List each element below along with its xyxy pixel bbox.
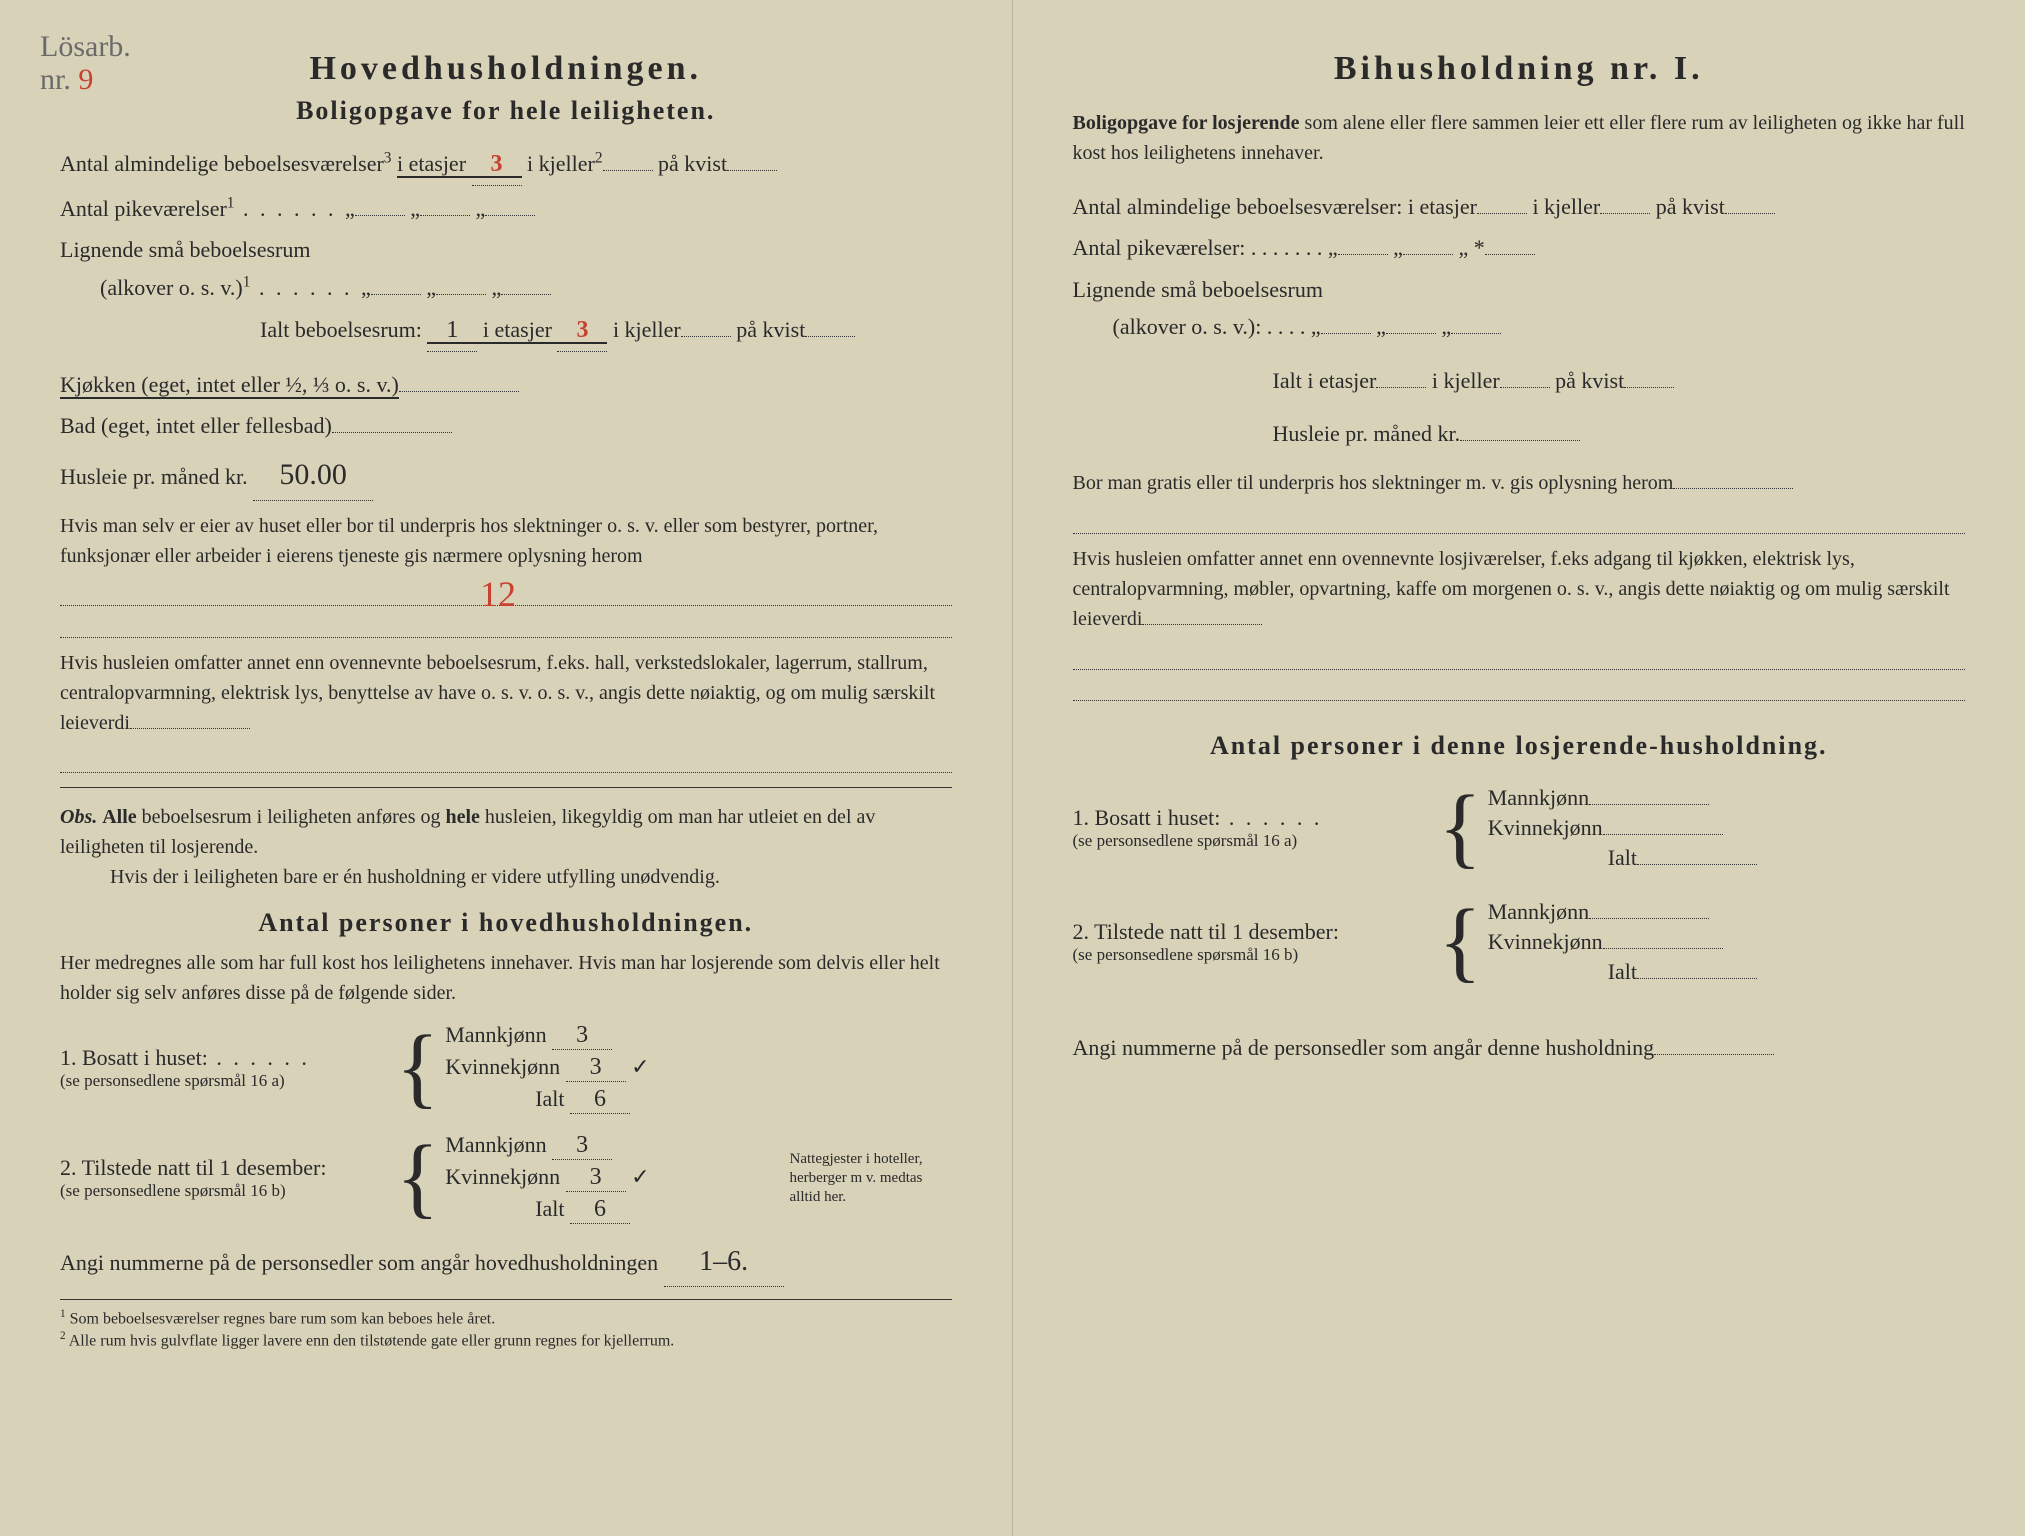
q2-sidenote: Nattegjester i hoteller, herberger m v. … [782, 1150, 952, 1206]
r-q2: 2. Tilstede natt til 1 desember: (se per… [1073, 895, 1966, 989]
right-page: Bihusholdning nr. I. Boligopgave for los… [1013, 0, 2025, 1536]
r-angi: Angi nummerne på de personsedler som ang… [1073, 1029, 1966, 1066]
kjokken-line: Kjøkken (eget, intet eller ½, ⅓ o. s. v.… [60, 366, 952, 403]
q1-kvinne: 3 [566, 1054, 626, 1082]
ialt-line: Ialt beboelsesrum: 1 i etasjer 3 i kjell… [60, 310, 952, 352]
brace-icon: { [1433, 792, 1488, 864]
persons-heading: Antal personer i hovedhusholdningen. [60, 908, 952, 938]
q2-mann: 3 [552, 1132, 612, 1160]
persons-intro: Her medregnes alle som har full kost hos… [60, 948, 952, 1008]
brace-icon: { [390, 1142, 445, 1214]
r-husleie-extra: Hvis husleien omfatter annet enn ovennev… [1073, 544, 1966, 634]
q1-ialt: 6 [570, 1086, 630, 1114]
right-intro: Boligopgave for losjerende som alene ell… [1073, 108, 1966, 168]
q2-group: 2. Tilstede natt til 1 desember: (se per… [60, 1128, 952, 1228]
r-gratis: Bor man gratis eller til underpris hos s… [1073, 468, 1966, 498]
corner-annotation: Lösarb. nr. 9 [40, 30, 131, 96]
q1-group: 1. Bosatt i huset: (se personsedlene spø… [60, 1018, 952, 1118]
left-title: Hovedhusholdningen. [60, 50, 952, 88]
red-mark-12: 12 [480, 573, 516, 615]
corner-line1: Lösarb. [40, 30, 131, 63]
q1-mann: 3 [552, 1022, 612, 1050]
lignende-line: Lignende små beboelsesrum (alkover o. s.… [60, 231, 952, 306]
pike-line: Antal pikeværelser1 „ „ „ [60, 190, 952, 227]
room-line: Antal almindelige beboelsesværelser3 i e… [60, 144, 952, 186]
corner-line2-prefix: nr. [40, 63, 71, 96]
footnotes: 1 Som beboelsesværelser regnes bare rum … [60, 1299, 952, 1351]
angi-val: 1–6. [664, 1238, 784, 1287]
room-sup: 3 [384, 150, 392, 167]
obs-block: Obs. Alle beboelsesrum i leiligheten anf… [60, 802, 952, 892]
husleie-extra-para: Hvis husleien omfatter annet enn ovennev… [60, 648, 952, 738]
left-page: Lösarb. nr. 9 Hovedhusholdningen. Boligo… [0, 0, 1013, 1536]
etasjer-val: 3 [472, 144, 522, 186]
left-subtitle: Boligopgave for hele leiligheten. [60, 96, 952, 126]
husleie-line: Husleie pr. måned kr. 50.00 [60, 449, 952, 501]
r-pike: Antal pikeværelser: . . . . . . . „ „ „ … [1073, 229, 1966, 266]
r-husleie: Husleie pr. måned kr. [1073, 415, 1966, 452]
q2-ialt: 6 [570, 1196, 630, 1224]
angi-line: Angi nummerne på de personsedler som ang… [60, 1238, 952, 1287]
r-q1: 1. Bosatt i huset: (se personsedlene spø… [1073, 781, 1966, 875]
r-lignende: Lignende små beboelsesrum (alkover o. s.… [1073, 271, 1966, 346]
room-label: Antal almindelige beboelsesværelser [60, 151, 384, 176]
r-rooms: Antal almindelige beboelsesværelser: i e… [1073, 188, 1966, 225]
corner-line2-red: 9 [78, 63, 93, 96]
bad-line: Bad (eget, intet eller fellesbad) [60, 407, 952, 444]
q2-kvinne: 3 [566, 1164, 626, 1192]
brace-icon: { [390, 1032, 445, 1104]
r-ialt: Ialt i etasjer i kjeller på kvist [1073, 362, 1966, 399]
right-title: Bihusholdning nr. I. [1073, 50, 1966, 88]
ownership-para: Hvis man selv er eier av huset eller bor… [60, 511, 952, 571]
brace-icon: { [1433, 906, 1488, 978]
r-persons-heading: Antal personer i denne losjerende-hushol… [1073, 731, 1966, 761]
